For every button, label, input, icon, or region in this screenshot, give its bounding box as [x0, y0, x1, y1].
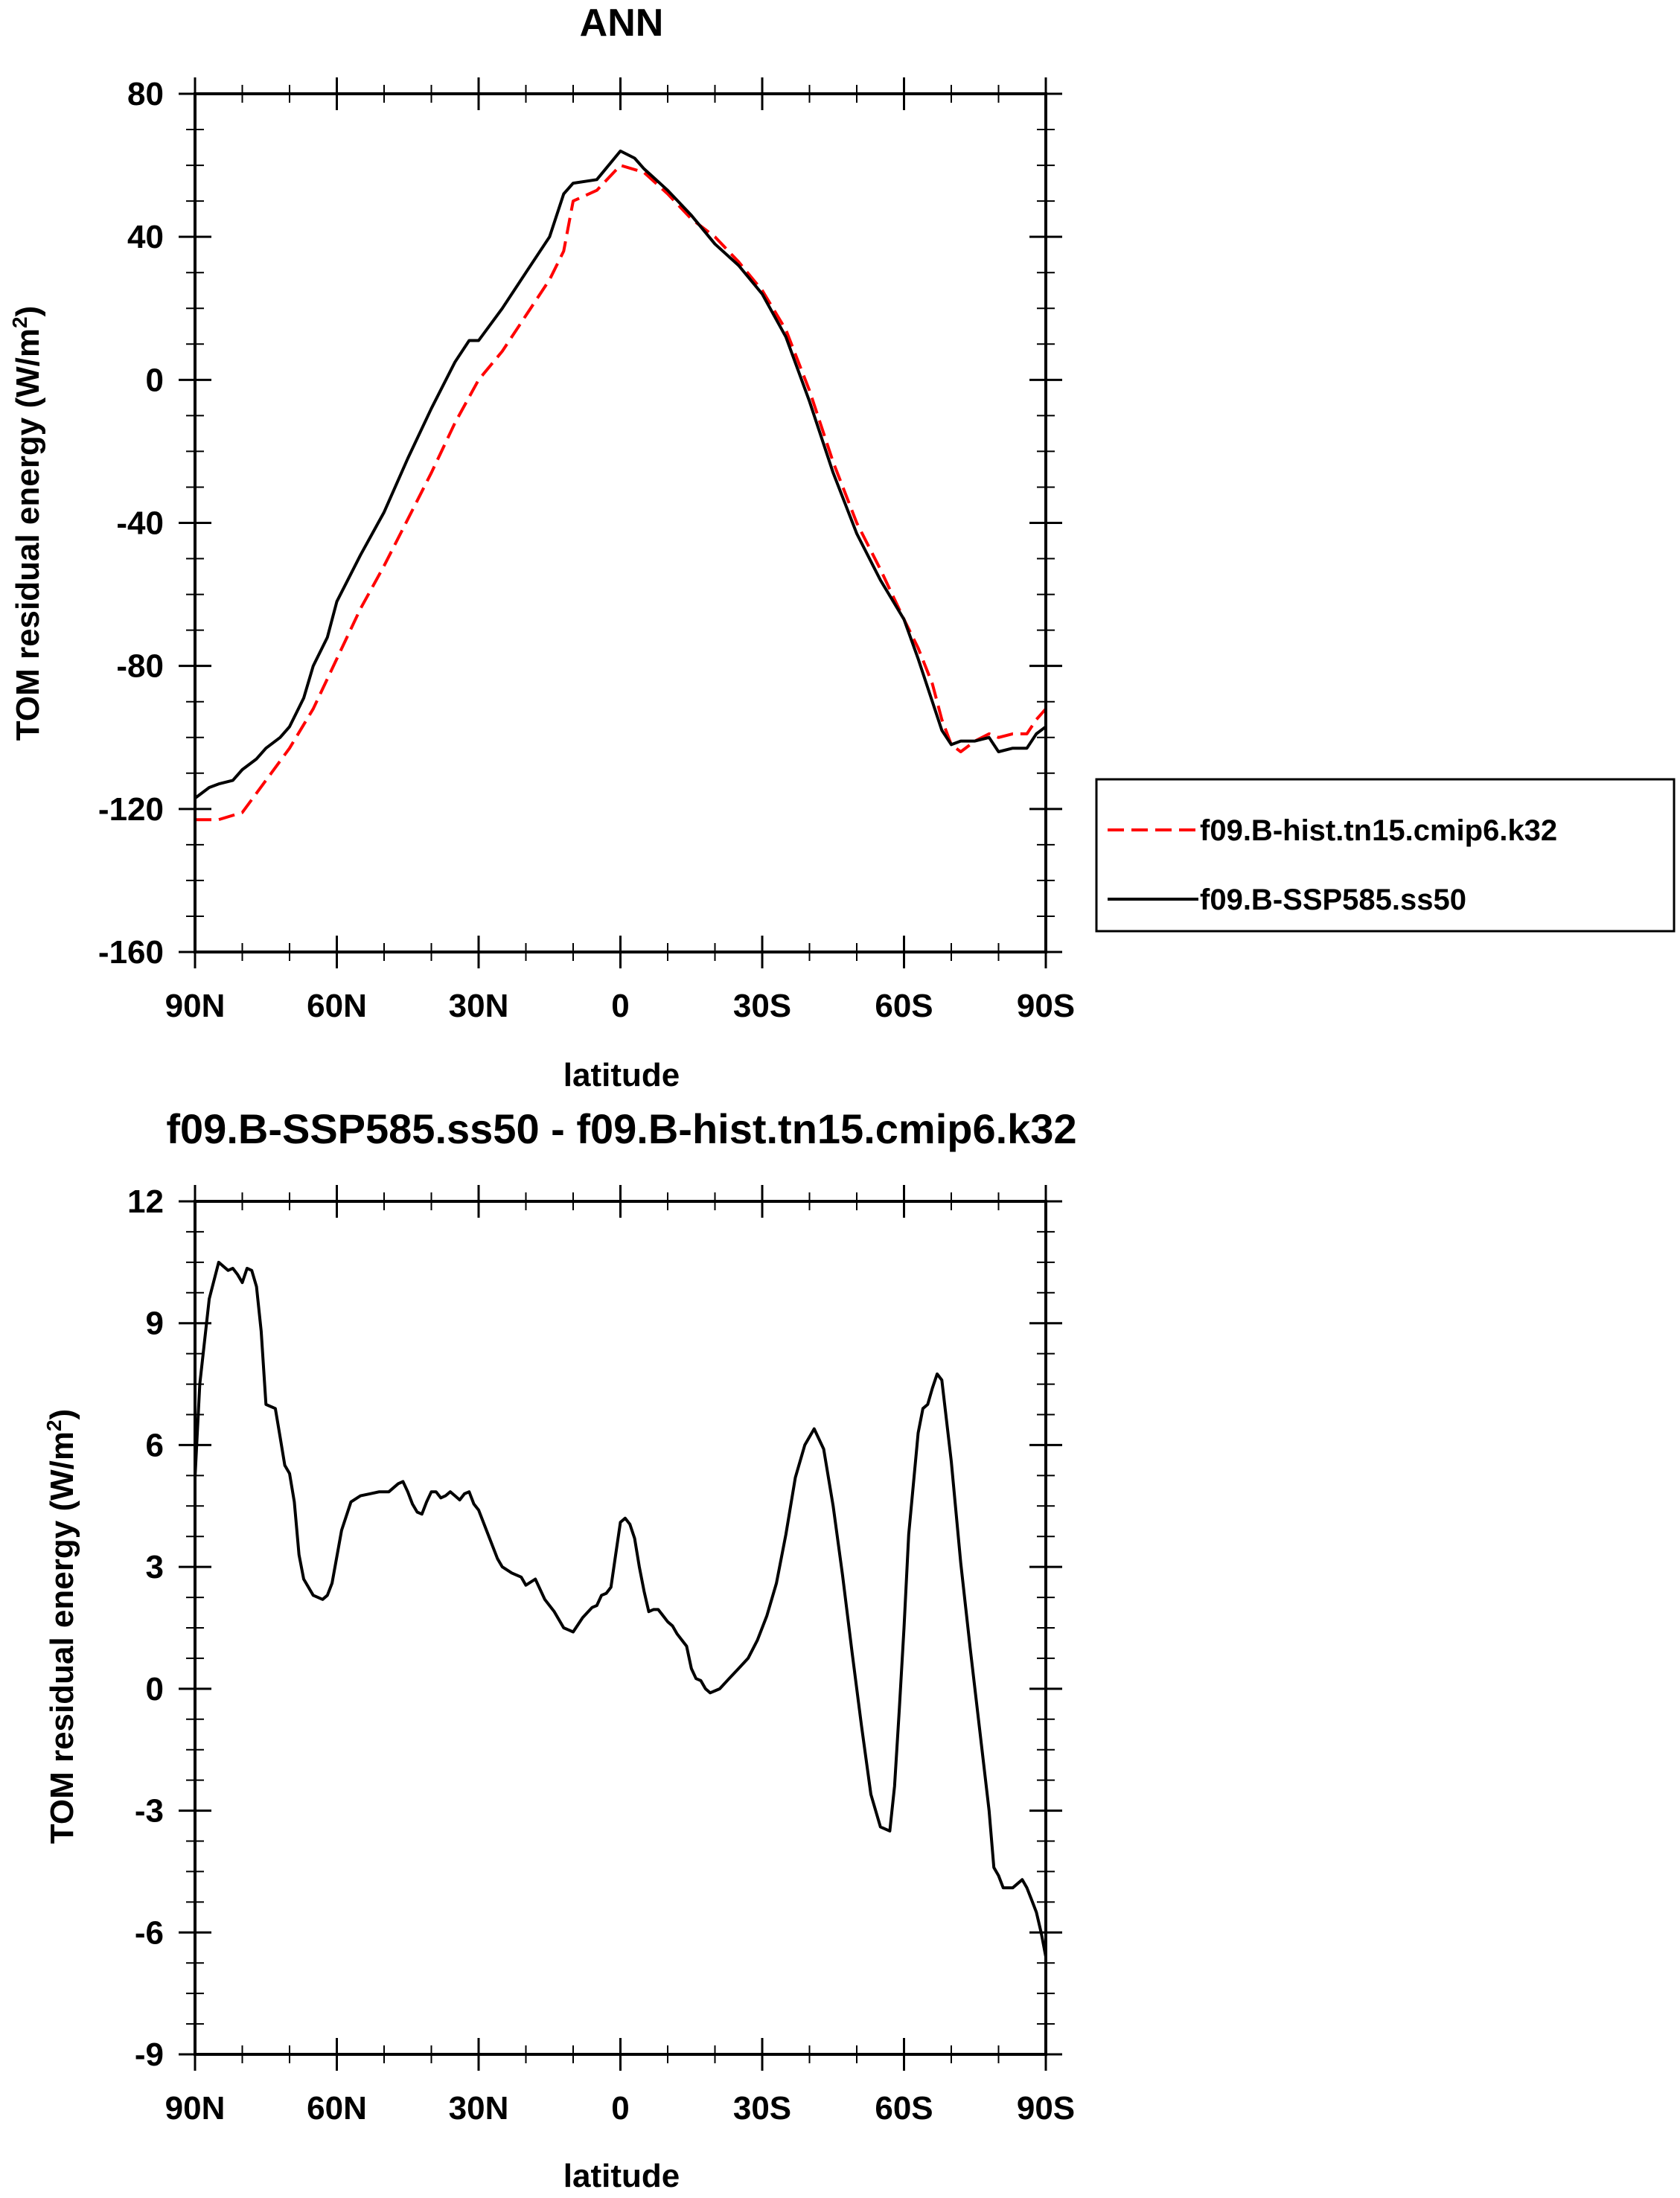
legend-label-ssp585: f09.B-SSP585.ss50	[1200, 884, 1466, 916]
top-y-axis-label-superscript: 2	[8, 316, 31, 328]
x-tick-label: 90S	[1017, 988, 1075, 1024]
x-tick-label: 0	[611, 2090, 629, 2127]
top-y-axis-label-main: TOM residual energy (W/m	[10, 328, 46, 741]
x-tick-label: 60S	[875, 988, 933, 1024]
y-tick-label: -160	[98, 934, 164, 971]
bottom-chart-title: f09.B-SSP585.ss50 - f09.B-hist.tn15.cmip…	[166, 1105, 1076, 1152]
y-tick-label: 12	[127, 1183, 164, 1220]
y-tick-label: -3	[135, 1793, 164, 1830]
bottom-panel: f09.B-SSP585.ss50 - f09.B-hist.tn15.cmip…	[42, 1105, 1077, 2194]
legend-label-hist: f09.B-hist.tn15.cmip6.k32	[1200, 814, 1557, 847]
top-x-tick-labels: 90N 60N 30N 0 30S 60S 90S	[165, 988, 1076, 1024]
x-tick-label: 90N	[165, 2090, 226, 2127]
y-tick-label: 6	[146, 1427, 164, 1463]
bottom-y-axis-label-superscript: 2	[42, 1419, 66, 1431]
x-tick-label: 60N	[307, 988, 367, 1024]
top-plot-frame	[194, 92, 1047, 953]
bottom-y-axis-label-main: TOM residual energy (W/m	[44, 1431, 80, 1844]
x-tick-label: 0	[611, 988, 629, 1024]
top-panel: ANN -160 -120 -80 -40 0 40 80 90N 60N 30N 0 30S 60S…	[8, 1, 1676, 1093]
y-tick-label: 3	[146, 1549, 164, 1585]
y-tick-label: -9	[135, 2036, 164, 2073]
legend-box	[1095, 778, 1676, 933]
x-tick-label: 30N	[449, 988, 509, 1024]
legend: f09.B-hist.tn15.cmip6.k32 f09.B-SSP585.s…	[1095, 778, 1676, 933]
x-tick-label: 60S	[875, 2090, 933, 2127]
x-tick-label: 60N	[307, 2090, 367, 2127]
top-x-axis-label: latitude	[563, 1057, 680, 1093]
y-tick-label: -120	[98, 791, 164, 828]
top-y-axis-label-close: )	[10, 306, 46, 317]
bottom-plot-frame	[194, 1200, 1047, 2056]
series-line-0	[195, 164, 1047, 822]
series-line-0	[194, 1260, 1047, 1958]
bottom-x-tick-labels: 90N 60N 30N 0 30S 60S 90S	[165, 2090, 1076, 2127]
y-tick-label: 9	[146, 1306, 164, 1342]
bottom-series-lines	[194, 1260, 1047, 1958]
y-tick-label: 0	[146, 1671, 164, 1707]
y-tick-label: 80	[127, 76, 164, 112]
top-series-lines	[194, 149, 1047, 822]
y-tick-label: -6	[135, 1914, 164, 1951]
x-tick-label: 30S	[733, 2090, 791, 2127]
bottom-x-axis-label: latitude	[563, 2158, 680, 2194]
x-tick-label: 90N	[165, 988, 226, 1024]
x-tick-label: 30N	[449, 2090, 509, 2127]
bottom-y-tick-labels: -9 -6 -3 0 3 6 9 12	[127, 1183, 164, 2073]
y-tick-label: -40	[116, 505, 164, 542]
y-tick-label: 40	[127, 219, 164, 255]
top-y-axis-label: TOM residual energy (W/m2)	[8, 306, 46, 741]
x-tick-label: 30S	[733, 988, 791, 1024]
top-chart-title: ANN	[580, 1, 664, 45]
y-tick-label: -80	[116, 648, 164, 685]
y-tick-label: 0	[146, 362, 164, 398]
top-y-tick-labels: -160 -120 -80 -40 0 40 80	[98, 76, 164, 971]
series-line-1	[194, 149, 1047, 799]
x-tick-label: 90S	[1017, 2090, 1075, 2127]
bottom-y-axis-label: TOM residual energy (W/m2)	[42, 1409, 80, 1844]
bottom-y-axis-label-close: )	[44, 1409, 80, 1420]
